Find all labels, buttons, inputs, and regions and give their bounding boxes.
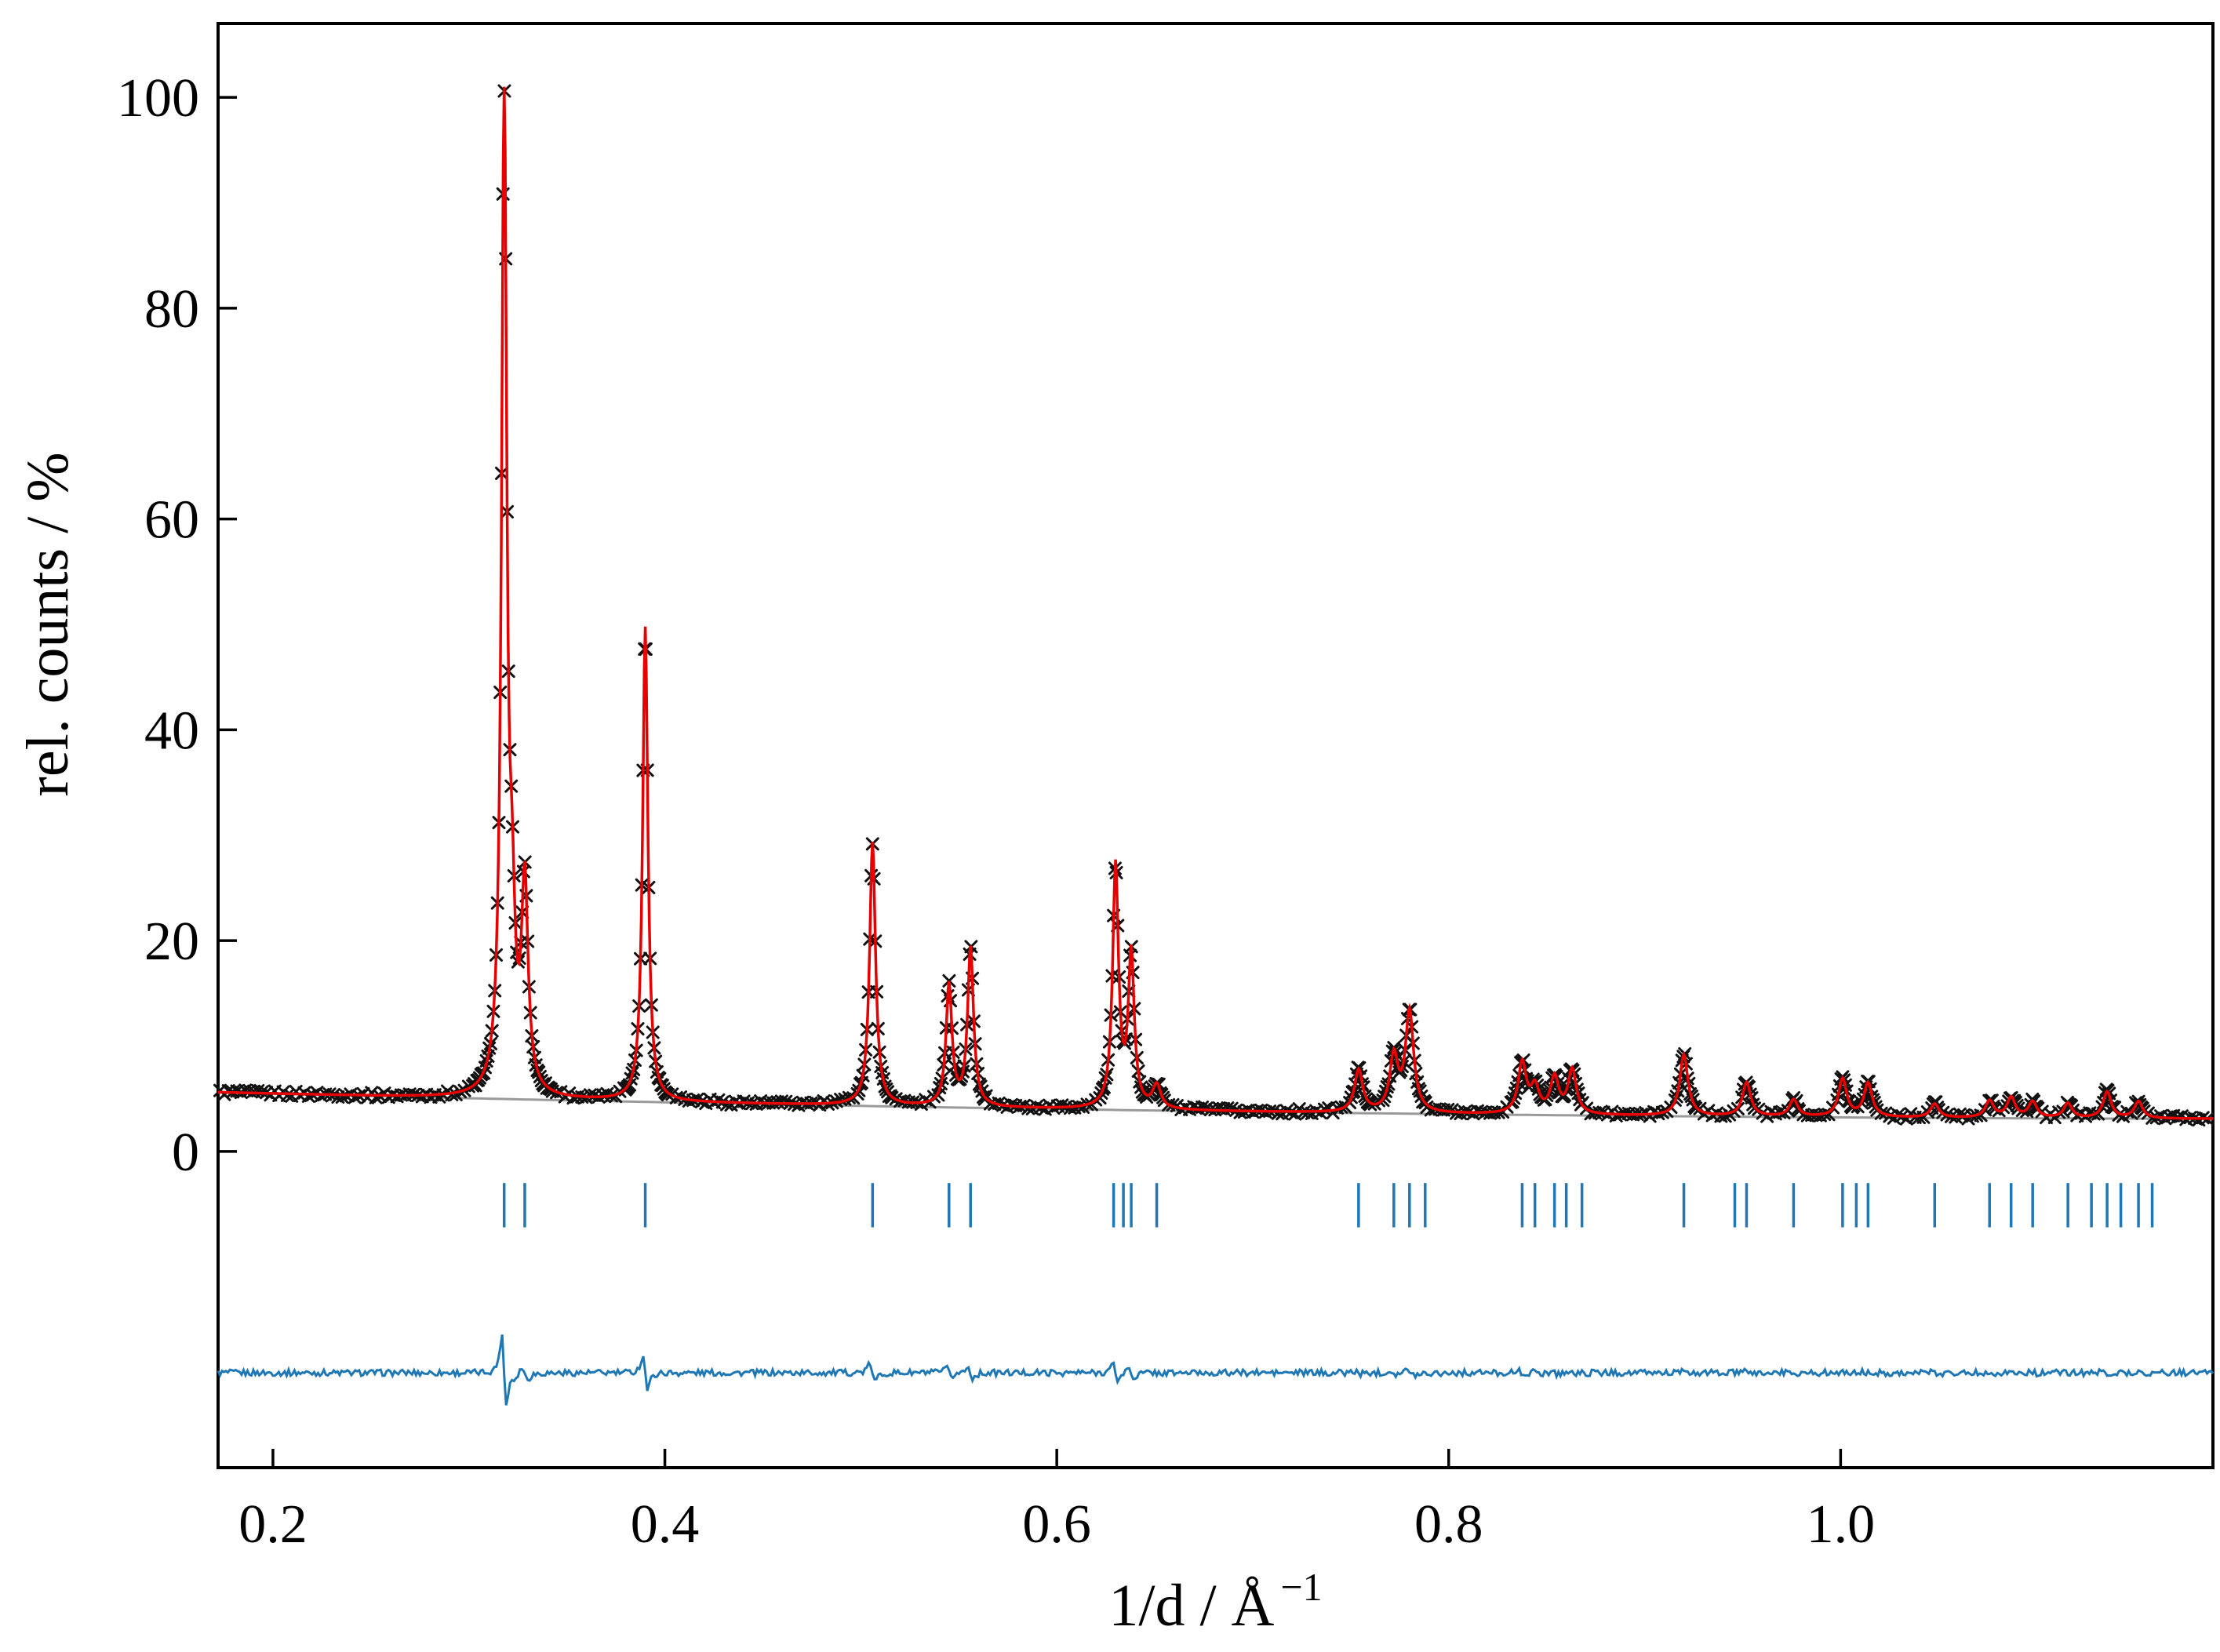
x-tick-label: 0.4 (631, 1494, 700, 1555)
y-tick-label: 20 (144, 912, 199, 972)
difference-curve (217, 1334, 2215, 1406)
y-tick-label: 80 (144, 279, 199, 340)
bragg-ticks (502, 1183, 2154, 1228)
y-tick-label: 40 (144, 700, 199, 761)
y-tick-label: 0 (172, 1123, 199, 1183)
calculated-curve (218, 86, 2213, 1120)
plot-frame (217, 22, 2215, 1469)
x-axis: 0.2 0.4 0.6 0.8 1.0 (238, 1449, 1875, 1555)
x-tick-label: 1.0 (1807, 1494, 1876, 1555)
x-tick-label: 0.2 (238, 1494, 308, 1555)
y-tick-label: 100 (117, 68, 199, 129)
y-axis-label: rel. counts / % (15, 452, 81, 796)
y-tick-label: 60 (144, 490, 199, 551)
y-axis: 0 20 40 60 80 100 (117, 68, 237, 1183)
x-axis-label: 1/d / Å −1 (1108, 1565, 1322, 1639)
x-tick-label: 0.8 (1414, 1494, 1483, 1555)
x-tick-label: 0.6 (1022, 1494, 1091, 1555)
